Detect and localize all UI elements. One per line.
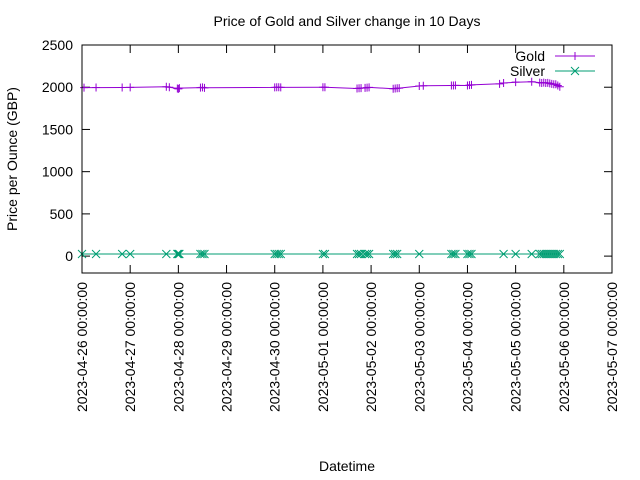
y-axis-label: Price per Ounce (GBP) <box>4 87 20 231</box>
x-tick-label: 2023-05-04 00:00:00 <box>459 282 475 412</box>
gold-point <box>118 83 126 91</box>
gold-point <box>500 79 508 87</box>
y-tick-label: 0 <box>65 248 73 264</box>
x-axis-label: Datetime <box>319 458 375 474</box>
gold-point <box>175 84 183 92</box>
gold-line <box>84 82 560 89</box>
legend-label: Silver <box>510 63 545 79</box>
x-tick-label: 2023-05-06 00:00:00 <box>556 282 572 412</box>
gold-point <box>80 84 88 92</box>
x-tick-label: 2023-05-02 00:00:00 <box>363 282 379 412</box>
plot-frame <box>82 45 612 273</box>
gold-point <box>277 83 285 91</box>
y-tick-label: 500 <box>50 206 74 222</box>
y-tick-label: 2000 <box>42 79 73 95</box>
series-silver <box>78 250 564 258</box>
gold-point <box>554 82 562 90</box>
x-tick-label: 2023-04-30 00:00:00 <box>267 282 283 412</box>
gold-point <box>512 78 520 86</box>
x-tick-label: 2023-05-01 00:00:00 <box>315 282 331 412</box>
chart-title: Price of Gold and Silver change in 10 Da… <box>214 13 481 29</box>
plot-series <box>78 78 564 258</box>
gold-point <box>467 81 475 89</box>
series-gold <box>80 78 564 93</box>
x-tick-label: 2023-04-28 00:00:00 <box>170 282 186 412</box>
x-axis: 2023-04-26 00:00:00 2023-04-27 00:00:00 20… <box>74 45 620 412</box>
x-tick-label: 2023-04-29 00:00:00 <box>219 282 235 412</box>
x-tick-label: 2023-04-26 00:00:00 <box>74 282 90 412</box>
gold-point <box>365 83 373 91</box>
gold-point <box>174 85 182 93</box>
legend-label: Gold <box>515 48 545 64</box>
gold-point <box>200 84 208 92</box>
gold-point <box>321 83 329 91</box>
gold-point <box>395 84 403 92</box>
gold-point <box>496 80 504 88</box>
y-tick-label: 1000 <box>42 164 73 180</box>
gold-point <box>544 79 552 87</box>
gold-point <box>451 81 459 89</box>
x-tick-label: 2023-05-07 00:00:00 <box>604 282 620 412</box>
x-tick-label: 2023-05-03 00:00:00 <box>411 282 427 412</box>
gold-point <box>419 82 427 90</box>
x-tick-label: 2023-05-05 00:00:00 <box>508 282 524 412</box>
y-tick-label: 1500 <box>42 121 73 137</box>
x-tick-label: 2023-04-27 00:00:00 <box>122 282 138 412</box>
y-tick-label: 2500 <box>42 37 73 53</box>
gold-point <box>126 83 134 91</box>
legend-marker <box>571 52 579 60</box>
gold-point <box>92 84 100 92</box>
